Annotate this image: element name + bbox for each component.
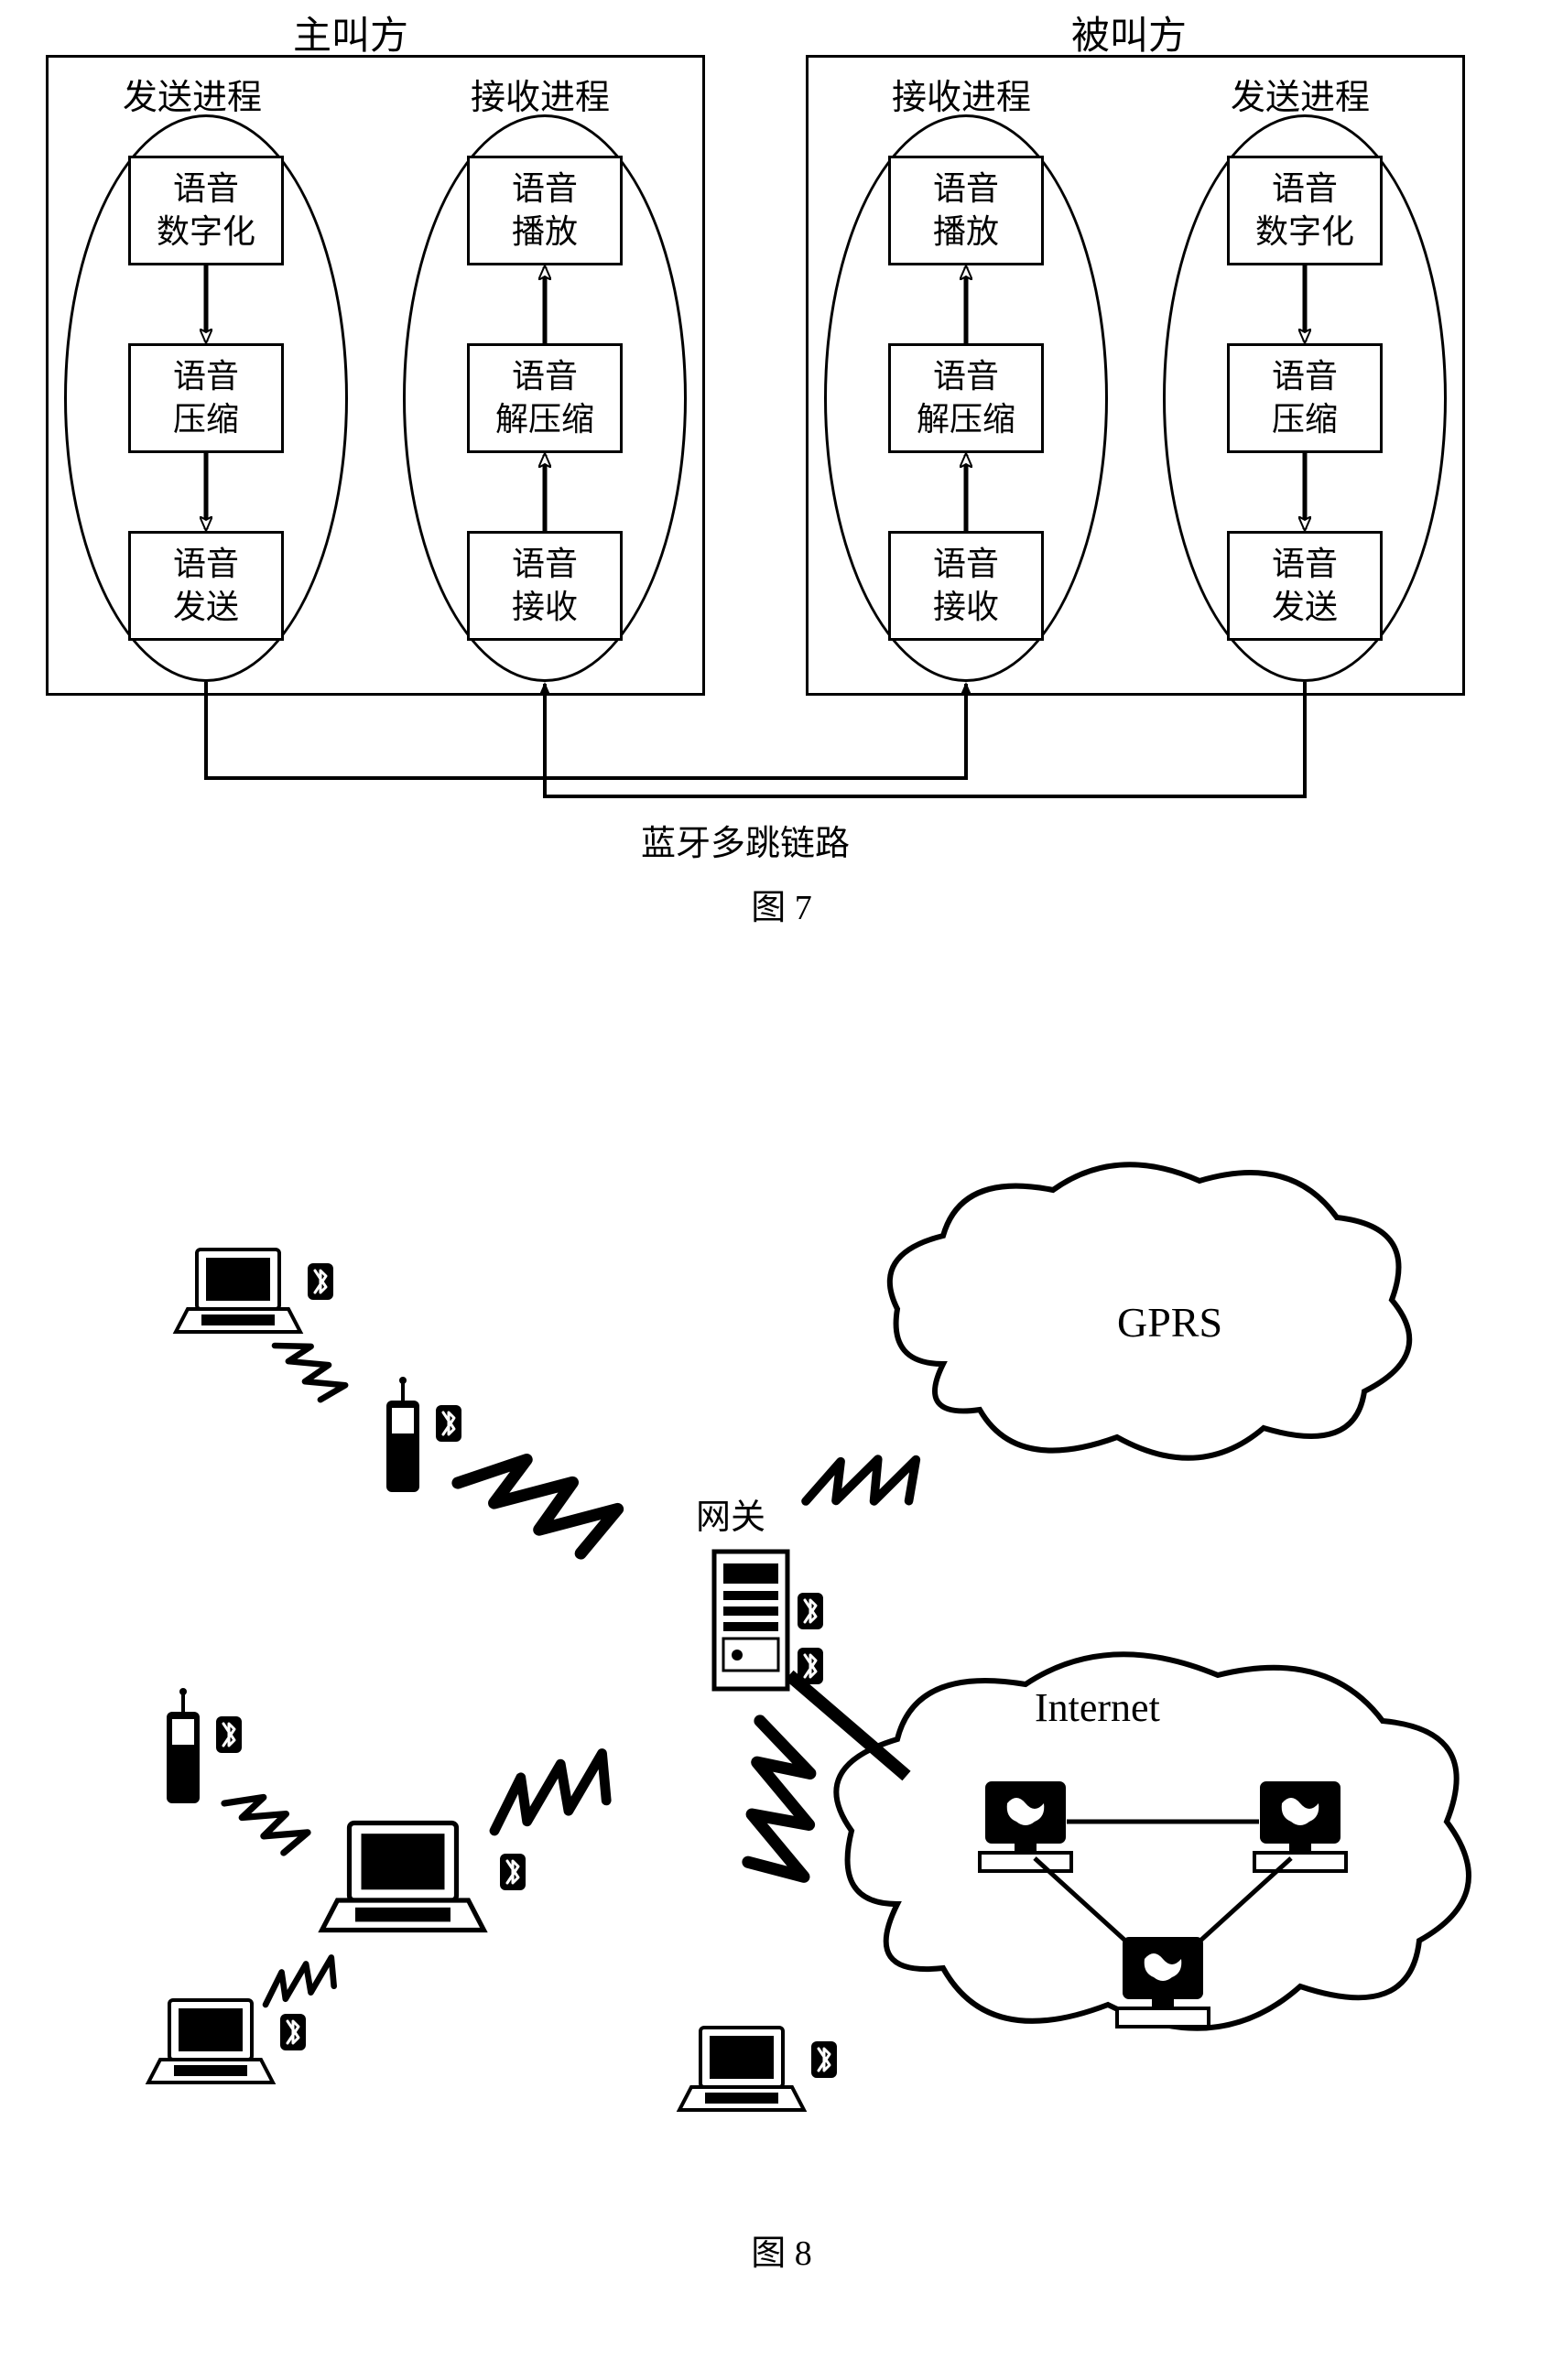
gateway-label: 网关: [696, 1498, 765, 1537]
gprs-label: GPRS: [1117, 1299, 1222, 1346]
link-label: 蓝牙多跳链路: [641, 815, 850, 865]
fig8-caption: 图 8: [0, 2224, 1563, 2275]
fig8-svg: GPRS Internet 网关: [0, 1098, 1563, 2288]
internet-label: Internet: [1035, 1685, 1160, 1730]
figure-8: GPRS Internet 网关: [0, 1098, 1563, 2380]
fig7-caption: 图 7: [0, 879, 1563, 929]
figure-7: 主叫方 被叫方 发送进程 接收进程 接收进程 发送进程 语音 数字化 语音 压缩…: [0, 0, 1563, 961]
